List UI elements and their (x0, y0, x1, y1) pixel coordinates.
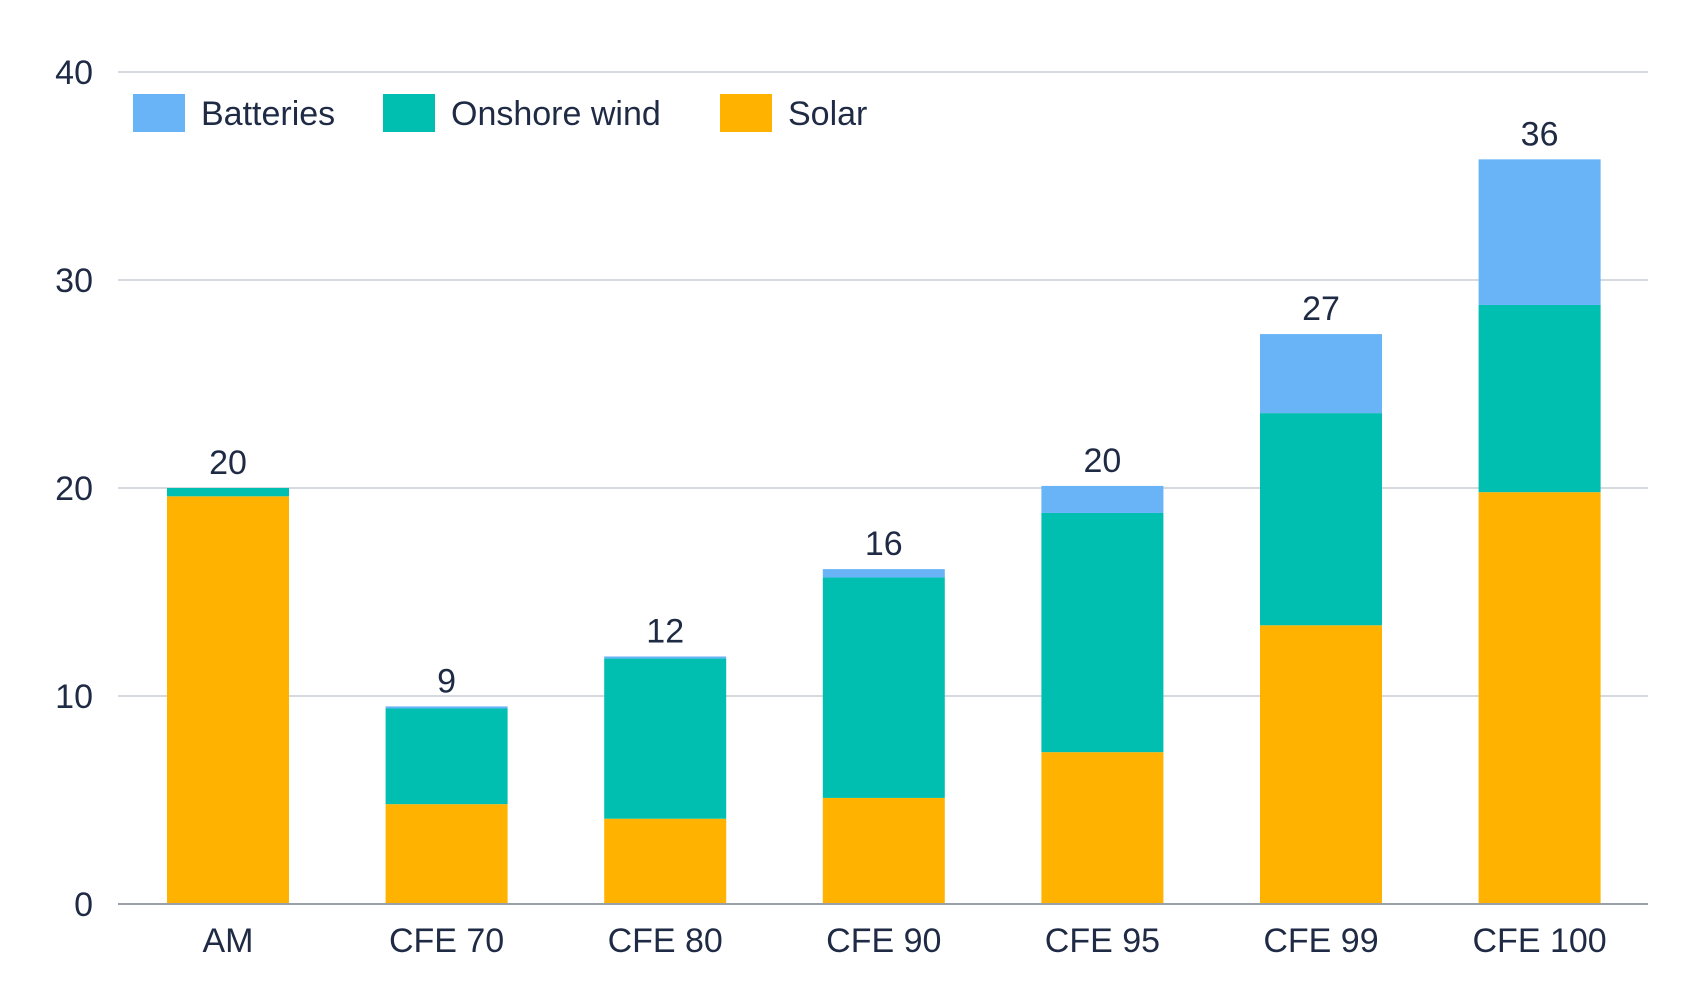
bars (167, 159, 1601, 904)
legend-label-onshore-wind: Onshore wind (451, 95, 661, 133)
bar-segment-solar (1260, 625, 1382, 904)
legend-swatch-batteries (133, 94, 185, 132)
y-tick-label: 40 (55, 54, 93, 92)
y-tick-label: 30 (55, 262, 93, 300)
total-label: 36 (1521, 115, 1559, 153)
bar-segment-batteries (822, 569, 945, 578)
bar-segment-solar (1041, 752, 1164, 904)
x-tick-label: AM (203, 922, 254, 960)
bar-segment-batteries (1041, 485, 1164, 513)
bar-segment-solar (1478, 492, 1601, 904)
bar-segment-onshore-wind (1478, 304, 1601, 493)
x-tick-label: CFE 100 (1473, 922, 1607, 960)
total-label: 27 (1302, 290, 1340, 328)
total-label: 20 (209, 444, 247, 482)
bar-segment-solar (604, 818, 727, 904)
bar-segment-batteries (604, 656, 727, 659)
bar-segment-onshore-wind (822, 577, 945, 798)
x-tick-label: CFE 90 (826, 922, 941, 960)
bar-segment-batteries (1260, 334, 1382, 414)
bar-segment-onshore-wind (604, 658, 727, 819)
y-tick-label: 20 (55, 470, 93, 508)
x-tick-label: CFE 70 (389, 922, 504, 960)
legend: Batteries Onshore wind Solar (133, 94, 867, 133)
bar-segment-solar (167, 496, 289, 904)
bar-segment-onshore-wind (385, 708, 508, 805)
bar-segment-batteries (1478, 159, 1601, 305)
bar-segment-batteries (385, 706, 508, 709)
legend-label-solar: Solar (788, 95, 867, 133)
y-axis-ticks: 0 10 20 30 40 (55, 54, 93, 924)
x-tick-label: CFE 99 (1263, 922, 1378, 960)
total-labels: 20 9 12 16 20 27 36 (209, 115, 1558, 700)
y-tick-label: 0 (74, 886, 93, 924)
bar-segment-onshore-wind (167, 488, 289, 497)
total-label: 16 (865, 525, 903, 563)
total-label: 20 (1083, 442, 1121, 480)
y-tick-label: 10 (55, 678, 93, 716)
legend-swatch-solar (720, 94, 772, 132)
x-tick-label: CFE 95 (1045, 922, 1160, 960)
legend-swatch-onshore-wind (383, 94, 435, 132)
legend-label-batteries: Batteries (201, 95, 335, 133)
bar-segment-solar (822, 797, 945, 904)
bar-segment-onshore-wind (1260, 413, 1382, 626)
total-label: 9 (437, 662, 456, 700)
x-tick-label: CFE 80 (608, 922, 723, 960)
bar-segment-onshore-wind (1041, 512, 1164, 753)
x-axis-labels: AM CFE 70 CFE 80 CFE 90 CFE 95 CFE 99 CFE 100 (203, 922, 1607, 960)
bar-segment-solar (385, 804, 508, 904)
total-label: 12 (646, 612, 684, 650)
